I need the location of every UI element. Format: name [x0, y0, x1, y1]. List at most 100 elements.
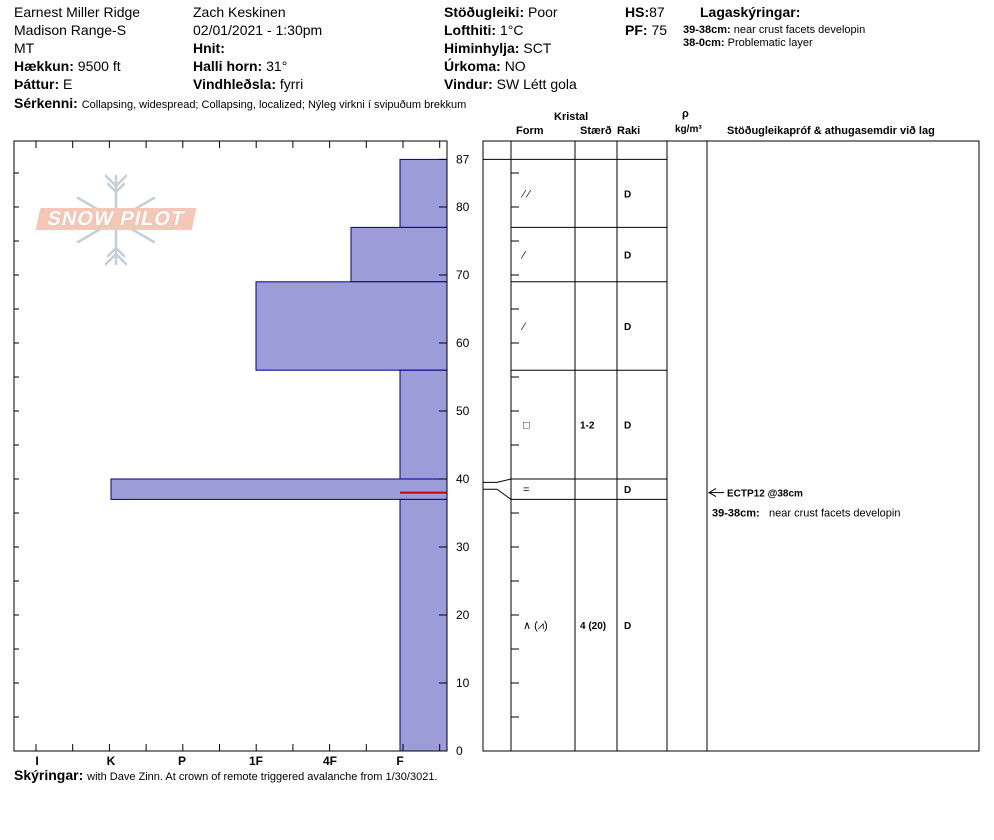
- slope-field: Halli horn: 31°: [193, 58, 287, 74]
- pf-label: PF:: [625, 22, 648, 38]
- layer-note-1-range: 39-38cm:: [683, 24, 731, 36]
- hardness-bar-2: [350, 226, 448, 283]
- stability-test-marker: ECTP12 @38cm 39-38cm: near crust facets de…: [707, 488, 900, 520]
- layer-connector: [483, 488, 512, 500]
- depth-axis: 87 80 70 60 50 40 30 20 10 0: [439, 152, 470, 758]
- hardness-label-I: I: [35, 754, 38, 768]
- coords-field: Hnit:: [193, 40, 225, 56]
- observer-name: Zach Keskinen: [193, 4, 286, 20]
- depth-label-80: 80: [456, 200, 470, 214]
- comments-value: with Dave Zinn. At crown of remote trigg…: [87, 771, 438, 783]
- elevation-value: 9500 ft: [77, 58, 121, 74]
- hardness-bar-6: [399, 498, 448, 752]
- precip-label: Úrkoma:: [444, 58, 501, 74]
- depth-label-30: 30: [456, 540, 470, 554]
- precip-value: NO: [504, 58, 526, 74]
- sky-field: Himinhylja: SCT: [444, 40, 551, 56]
- density-unit-header: kg/m³: [675, 124, 702, 135]
- layer-6-form: ∧ (⩘): [523, 620, 548, 632]
- layer-1-moisture: D: [624, 189, 631, 200]
- test-note-text: near crust facets developin: [769, 508, 900, 520]
- aspect-field: Þáttur: E: [14, 76, 72, 92]
- coords-label: Hnit:: [193, 40, 225, 56]
- depth-label-10: 10: [456, 676, 470, 690]
- features-value: Collapsing, widespread; Collapsing, loca…: [81, 99, 467, 111]
- comments-label: Skýringar:: [14, 767, 84, 783]
- tests-header: Stöðugleikapróf & athugasemdir við lag: [727, 125, 935, 137]
- state-name: MT: [14, 40, 35, 56]
- depth-label-87: 87: [456, 152, 470, 166]
- snowpilot-logo: SNOW PILOT: [35, 172, 197, 268]
- graph-border: [13, 140, 448, 752]
- hardness-axis: I K P 1F 4F F: [35, 754, 403, 768]
- depth-label-50: 50: [456, 404, 470, 418]
- test-note-range: 39-38cm:: [712, 508, 760, 520]
- layer-1-form: ⁄ ⁄: [520, 188, 532, 200]
- rho-header: ρ: [682, 108, 689, 120]
- layer-2-form: ⁄: [520, 250, 527, 262]
- depth-label-70: 70: [456, 268, 470, 282]
- stability-value: Poor: [528, 4, 558, 20]
- layer-note-2-text: Problematic layer: [727, 37, 813, 49]
- test-result: ECTP12 @38cm: [727, 489, 803, 500]
- hardness-bar-3: [255, 281, 448, 371]
- hardness-label-4F: 4F: [323, 754, 337, 768]
- hardness-bars: [110, 158, 448, 752]
- depth-label-40: 40: [456, 472, 470, 486]
- wind-loading-label: Vindhleðsla:: [193, 76, 276, 92]
- hardness-label-F: F: [396, 754, 403, 768]
- layer-2-moisture: D: [624, 251, 631, 262]
- sky-value: SCT: [523, 40, 552, 56]
- layer-5-moisture: D: [624, 485, 631, 496]
- layer-note-2-range: 38-0cm:: [683, 37, 725, 49]
- layer-4-size: 1-2: [580, 421, 595, 432]
- hardness-bar-5: [110, 478, 448, 500]
- precip-field: Úrkoma: NO: [444, 58, 526, 74]
- location-name: Earnest Miller Ridge: [14, 4, 141, 20]
- layer-note-1: 39-38cm: near crust facets developin: [683, 24, 865, 37]
- hardness-label-1F: 1F: [249, 754, 263, 768]
- aspect-value: E: [63, 76, 73, 92]
- wind-value: SW Létt gola: [496, 76, 577, 92]
- wind-loading-value: fyrri: [279, 76, 304, 92]
- sky-label: Himinhylja:: [444, 40, 520, 56]
- wind-loading-field: Vindhleðsla: fyrri: [193, 76, 303, 92]
- hs-value: 87: [649, 4, 665, 20]
- pf-field: PF: 75: [625, 22, 667, 38]
- hs-field: HS:87: [625, 4, 665, 20]
- graph-frame: [13, 140, 448, 752]
- size-header: Stærð: [580, 125, 612, 137]
- layer-note-1-text: near crust facets developin: [733, 24, 866, 36]
- form-header: Form: [516, 125, 544, 137]
- layer-table-cells: ⁄ ⁄ D ⁄ D ⁄ D □ 1-2 D = D ∧ (⩘) 4 (20) D: [520, 188, 631, 632]
- test-arrow-head: [707, 488, 717, 498]
- features-label: Sérkenni:: [14, 95, 78, 111]
- aspect-label: Þáttur:: [14, 76, 60, 92]
- layer-notes-title: Lagaskýringar:: [700, 4, 801, 20]
- features-field: Sérkenni: Collapsing, widespread; Collap…: [14, 95, 466, 112]
- elevation-field: Hækkun: 9500 ft: [14, 58, 121, 74]
- depth-label-60: 60: [456, 336, 470, 350]
- hardness-bar-1: [399, 158, 448, 228]
- hs-label: HS:: [625, 4, 650, 20]
- air-temp-field: Lofthiti: 1°C: [444, 22, 523, 38]
- wind-field: Vindur: SW Létt gola: [444, 76, 577, 92]
- hardness-label-K: K: [107, 754, 116, 768]
- slope-value: 31°: [266, 58, 288, 74]
- layer-3-form: ⁄: [520, 321, 527, 333]
- observation-datetime: 02/01/2021 - 1:30pm: [193, 22, 323, 38]
- stability-field: Stöðugleiki: Poor: [444, 4, 558, 20]
- layer-4-moisture: D: [624, 421, 631, 432]
- table-border: [482, 140, 980, 752]
- layer-table: [482, 140, 980, 752]
- layer-6-moisture: D: [624, 621, 631, 632]
- layer-note-2: 38-0cm: Problematic layer: [683, 37, 813, 50]
- layer-4-form: □: [523, 420, 530, 432]
- layer-3-moisture: D: [624, 322, 631, 333]
- hardness-bar-4: [399, 369, 448, 480]
- hardness-label-P: P: [178, 754, 186, 768]
- moisture-header: Raki: [617, 125, 641, 137]
- elevation-label: Hækkun:: [14, 58, 74, 74]
- layer-connector: [483, 478, 512, 483]
